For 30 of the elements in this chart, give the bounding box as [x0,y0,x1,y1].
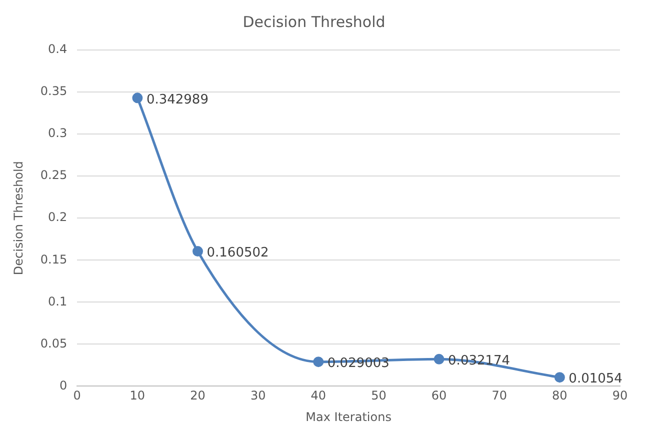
point [554,372,565,383]
chart-title: Decision Threshold [242,12,386,31]
y-tick-label: 0.15 [40,252,68,266]
data-label: 0.160502 [206,246,269,261]
x-tick-label: 10 [130,388,146,403]
data-label: 0.01054 [568,372,622,387]
data-label: 0.342989 [146,92,208,108]
y-tick-label: 0.3 [48,126,68,140]
y-axis-title: Decision Threshold [11,161,26,276]
x-tick-label: 60 [431,388,447,403]
point [132,92,143,104]
y-tick-label: 0.35 [40,84,68,98]
x-tick-label: 90 [612,388,628,403]
x-axis-title: Max Iterations [306,410,392,424]
x-tick-label: 0 [73,388,81,403]
x-tick-label: 50 [371,388,386,403]
x-tick-label: 80 [552,388,568,403]
point [313,356,324,368]
y-tick-label: 0.2 [48,210,68,224]
x-tick-label: 70 [492,388,507,403]
y-tick-label: 0.25 [40,168,68,182]
point [434,354,444,364]
y-tick-label: 0.1 [48,294,68,308]
y-tick-label: 0.05 [40,336,68,350]
y-tick-label: 0 [59,378,68,392]
x-tick-label: 40 [310,388,326,403]
x-tick-label: 20 [190,388,206,403]
point [192,246,204,257]
x-tick-label: 30 [250,388,266,403]
y-tick-label: 0.4 [48,42,68,56]
